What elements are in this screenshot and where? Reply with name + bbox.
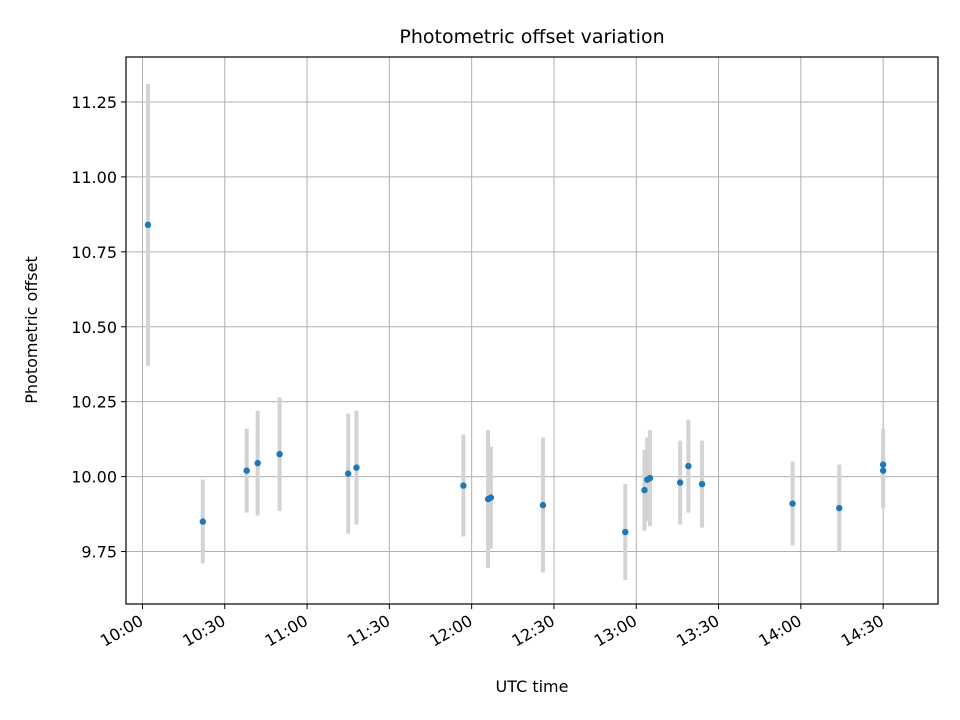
grid (126, 57, 938, 604)
data-points (144, 221, 887, 536)
y-axis-label: Photometric offset (22, 256, 41, 404)
data-point (646, 474, 654, 482)
plot-frame (125, 56, 939, 605)
y-tick-label: 11.00 (71, 168, 117, 187)
x-axis-label: UTC time (496, 677, 569, 696)
data-point (460, 482, 467, 489)
y-tick-label: 10.50 (71, 318, 117, 337)
data-point (836, 504, 843, 512)
data-point (144, 221, 152, 229)
data-point (276, 450, 283, 458)
data-point (879, 461, 887, 468)
y-tick-label: 9.75 (81, 543, 117, 562)
data-point (698, 480, 706, 488)
y-axis-ticks: 9.75 10.00 10.25 10.50 10.75 11.00 11.25 (71, 93, 126, 562)
chart-title: Photometric offset variation (399, 26, 664, 48)
data-point (345, 470, 352, 477)
y-tick-label: 10.00 (71, 468, 117, 487)
y-tick-label: 10.25 (71, 393, 117, 412)
y-tick-label: 11.25 (71, 93, 117, 112)
data-point (789, 500, 796, 507)
data-point (879, 467, 887, 474)
data-point (641, 486, 648, 494)
data-point (199, 518, 207, 525)
data-point (243, 467, 250, 474)
data-point (539, 501, 547, 509)
data-point (685, 462, 692, 470)
data-point (353, 464, 360, 471)
y-tick-label: 10.75 (71, 243, 117, 262)
data-point (487, 494, 495, 501)
data-point (622, 528, 629, 536)
data-point (254, 459, 261, 467)
data-point (676, 479, 684, 486)
